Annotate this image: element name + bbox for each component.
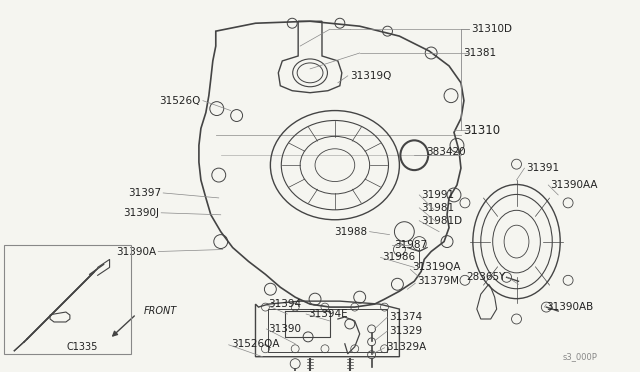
Text: 31391: 31391 <box>527 163 559 173</box>
Text: 31329: 31329 <box>390 326 422 336</box>
Text: 31390AB: 31390AB <box>547 302 593 312</box>
Text: 31981D: 31981D <box>421 216 462 226</box>
Text: 28365Y: 28365Y <box>466 272 506 282</box>
Text: 31526Q: 31526Q <box>159 96 201 106</box>
Text: 31986: 31986 <box>383 253 415 263</box>
Text: 31319Q: 31319Q <box>350 71 391 81</box>
Text: 31390A: 31390A <box>116 247 156 257</box>
Text: 31374: 31374 <box>390 312 422 322</box>
Text: C1335: C1335 <box>66 342 97 352</box>
Text: 31390: 31390 <box>268 324 301 334</box>
Text: 31988: 31988 <box>335 227 367 237</box>
Text: 31381: 31381 <box>463 48 496 58</box>
Bar <box>4 244 131 354</box>
Text: 31526QA: 31526QA <box>230 339 279 349</box>
Text: 31390J: 31390J <box>124 208 159 218</box>
Text: 31310: 31310 <box>463 124 500 137</box>
Text: 31397: 31397 <box>128 188 161 198</box>
Text: 31394E: 31394E <box>308 309 348 319</box>
Text: s3_000P: s3_000P <box>563 352 598 361</box>
Text: FRONT: FRONT <box>143 306 177 316</box>
Text: 31329A: 31329A <box>387 342 427 352</box>
Text: 31991: 31991 <box>421 190 454 200</box>
Text: 31987: 31987 <box>394 240 428 250</box>
Text: 31319QA: 31319QA <box>412 262 461 272</box>
Text: 31394: 31394 <box>268 299 301 309</box>
Text: 31379M: 31379M <box>417 276 460 286</box>
Text: 383420: 383420 <box>426 147 466 157</box>
Text: 31390AA: 31390AA <box>550 180 598 190</box>
Text: 31310D: 31310D <box>471 24 512 34</box>
Text: 31981: 31981 <box>421 203 454 213</box>
